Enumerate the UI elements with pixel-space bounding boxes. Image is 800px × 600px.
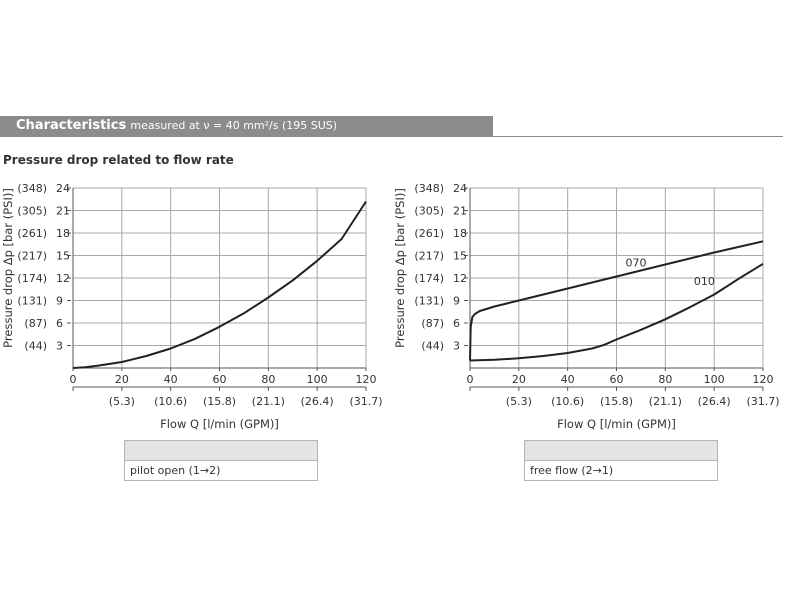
x-tick-label-secondary: (5.3) — [109, 395, 135, 408]
y-tick-label-secondary: (131) — [414, 295, 444, 308]
header-band — [0, 116, 493, 137]
y-tick-label-secondary: (217) — [414, 250, 444, 263]
x-tick-label-secondary: (21.1) — [649, 395, 682, 408]
y-axis-label: Pressure drop Δp [bar (PSI)] — [393, 188, 407, 348]
y-tick-label-secondary: (217) — [17, 250, 47, 263]
x-axis-label: Flow Q [l/min (GPM)] — [160, 417, 279, 431]
x-tick-label: 20 — [512, 373, 526, 386]
y-tick-label-secondary: (305) — [414, 205, 444, 218]
y-tick-label-secondary: (87) — [24, 317, 47, 330]
legend-label-right: free flow (2→1) — [530, 464, 614, 477]
series-line — [469, 262, 764, 362]
y-tick-label: 24 — [453, 182, 467, 195]
section-title: Pressure drop related to flow rate — [3, 153, 234, 167]
y-axis-label: Pressure drop Δp [bar (PSI)] — [1, 188, 15, 348]
y-tick-label-secondary: (348) — [17, 182, 47, 195]
x-tick-label: 20 — [115, 373, 129, 386]
x-tick-label-secondary: (10.6) — [551, 395, 584, 408]
y-tick-label: 6 — [453, 317, 460, 330]
x-tick-label: 80 — [261, 373, 275, 386]
y-tick-label: 3 — [453, 340, 460, 353]
y-tick-label: 9 — [56, 295, 63, 308]
x-tick-label-secondary: (5.3) — [506, 395, 532, 408]
y-tick-label: 18 — [56, 227, 70, 240]
legend-header — [125, 441, 317, 461]
y-tick-label: 15 — [56, 250, 70, 263]
x-tick-label: 100 — [704, 373, 725, 386]
x-tick-label-secondary: (21.1) — [252, 395, 285, 408]
x-tick-label-secondary: (26.4) — [698, 395, 731, 408]
x-tick-label: 0 — [467, 373, 474, 386]
x-tick-label: 120 — [753, 373, 774, 386]
y-tick-label-secondary: (174) — [414, 272, 444, 285]
x-tick-label: 60 — [610, 373, 624, 386]
x-tick-label: 120 — [356, 373, 377, 386]
y-tick-label-secondary: (131) — [17, 295, 47, 308]
header-title: Characteristics measured at ν = 40 mm²/s… — [16, 118, 337, 133]
legend-box-right: free flow (2→1) — [524, 440, 718, 481]
y-tick-label: 24 — [56, 182, 70, 195]
series-label: 070 — [626, 256, 647, 269]
y-tick-label-secondary: (87) — [421, 317, 444, 330]
y-tick-label-secondary: (174) — [17, 272, 47, 285]
x-axis-label: Flow Q [l/min (GPM)] — [557, 417, 676, 431]
y-tick-label-secondary: (348) — [414, 182, 444, 195]
legend-header — [525, 441, 717, 461]
y-tick-label-secondary: (261) — [414, 227, 444, 240]
y-tick-label-secondary: (44) — [24, 340, 47, 353]
y-tick-label: 12 — [56, 272, 70, 285]
header-rule — [493, 136, 783, 137]
y-tick-label: 12 — [453, 272, 467, 285]
x-tick-label: 60 — [213, 373, 227, 386]
x-tick-label-secondary: (15.8) — [203, 395, 236, 408]
y-tick-label: 6 — [56, 317, 63, 330]
y-tick-label: 9 — [453, 295, 460, 308]
x-tick-label-secondary: (15.8) — [600, 395, 633, 408]
x-tick-label: 0 — [70, 373, 77, 386]
header-title-main: Characteristics — [16, 118, 127, 133]
x-tick-label-secondary: (31.7) — [349, 395, 382, 408]
y-tick-label: 21 — [453, 205, 467, 218]
y-tick-label: 3 — [56, 340, 63, 353]
y-tick-label-secondary: (44) — [421, 340, 444, 353]
y-tick-label-secondary: (305) — [17, 205, 47, 218]
legend-box-left: pilot open (1→2) — [124, 440, 318, 481]
header-title-sub: measured at ν = 40 mm²/s (195 SUS) — [130, 119, 338, 132]
x-tick-label-secondary: (10.6) — [154, 395, 187, 408]
x-tick-label-secondary: (31.7) — [746, 395, 779, 408]
series-line — [469, 240, 764, 361]
y-tick-label-secondary: (261) — [17, 227, 47, 240]
series-label: 010 — [694, 275, 715, 288]
legend-label-left: pilot open (1→2) — [130, 464, 221, 477]
y-tick-label: 21 — [56, 205, 70, 218]
x-tick-label: 80 — [658, 373, 672, 386]
y-tick-label: 18 — [453, 227, 467, 240]
x-tick-label-secondary: (26.4) — [301, 395, 334, 408]
x-tick-label: 40 — [561, 373, 575, 386]
series-line — [72, 200, 367, 369]
x-tick-label: 100 — [307, 373, 328, 386]
x-tick-label: 40 — [164, 373, 178, 386]
y-tick-label: 15 — [453, 250, 467, 263]
